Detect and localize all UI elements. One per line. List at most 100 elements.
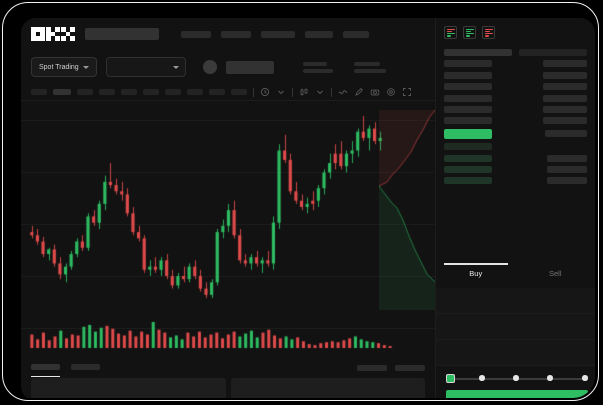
chevron-down-icon (172, 65, 179, 69)
nav-item-earn[interactable] (305, 30, 333, 38)
orderbook-ask-row[interactable] (444, 60, 587, 68)
orderbook-view-both-icon[interactable] (444, 26, 457, 39)
orderbook-ask-row[interactable] (444, 71, 587, 79)
orders-tabbar (21, 358, 435, 377)
last-price-display (225, 60, 274, 74)
pencil-icon[interactable] (354, 87, 364, 97)
slider-stop-100[interactable] (582, 375, 588, 381)
camera-icon[interactable] (370, 87, 380, 97)
app-screen: Spot Trading (21, 18, 595, 398)
nav-item-trade[interactable] (221, 30, 251, 38)
stat-2-label (353, 61, 380, 66)
slider-stop-75[interactable] (547, 375, 553, 381)
orderbook-header-row (444, 49, 587, 56)
orderbook-ask-row[interactable] (444, 94, 587, 102)
trade-side-tabs: Buy Sell (436, 263, 595, 285)
timeframe-1mo[interactable] (209, 89, 225, 95)
settings-gear-icon[interactable] (386, 87, 396, 97)
orderbook-ask-row[interactable] (444, 117, 587, 125)
timeframe-1w[interactable] (187, 89, 203, 95)
slider-stop-50[interactable] (513, 375, 519, 381)
logo-glyph-x (61, 27, 75, 41)
timeframe-more[interactable] (231, 89, 247, 95)
candle-type-icon[interactable] (299, 87, 309, 97)
logo-glyph-o (31, 27, 45, 41)
market-mode-selector[interactable]: Spot Trading (31, 57, 97, 77)
fullscreen-icon[interactable] (402, 87, 412, 97)
toolbar-divider (331, 87, 332, 97)
nav-item-markets[interactable] (181, 30, 211, 38)
orderbook-ask-row[interactable] (444, 105, 587, 113)
slider-handle[interactable] (446, 373, 455, 383)
amount-percent-slider[interactable] (446, 372, 588, 386)
candlestick-series (21, 102, 435, 314)
summary-card-right[interactable] (231, 378, 425, 398)
stat-block-2 (353, 61, 386, 73)
toolbar-divider (253, 87, 254, 97)
chevron-down-icon[interactable] (276, 87, 286, 97)
chevron-down-icon (82, 65, 89, 69)
orderbook-trade-panel: Buy Sell (435, 18, 595, 398)
slider-stop-25[interactable] (479, 375, 485, 381)
timeframe-15m[interactable] (77, 89, 93, 95)
trade-form-fields (436, 288, 595, 366)
submit-buy-button[interactable] (446, 390, 588, 398)
timeframe-1m[interactable] (31, 89, 47, 95)
chart-toolbar (21, 84, 435, 101)
timeframe-5m[interactable] (53, 89, 71, 95)
orders-action-2[interactable] (395, 365, 425, 371)
price-field[interactable] (436, 288, 595, 314)
timeframe-1h[interactable] (121, 89, 137, 95)
timeframe-1d[interactable] (165, 89, 181, 95)
price-chart-panel[interactable] (21, 102, 435, 358)
summary-card-left[interactable] (31, 378, 227, 398)
active-tab-underline (31, 375, 60, 377)
stat-1-label (302, 61, 327, 66)
orders-action-1[interactable] (357, 365, 387, 371)
logo-glyph-k (46, 27, 60, 41)
tab-sell[interactable]: Sell (548, 269, 562, 278)
global-search-input[interactable] (85, 28, 159, 40)
orderbook-rows[interactable] (436, 44, 595, 258)
tab-open-orders[interactable] (31, 364, 60, 377)
trading-pair-selector[interactable] (105, 57, 186, 77)
total-field[interactable] (436, 340, 595, 366)
stat-1-value (302, 68, 333, 73)
device-body: Spot Trading (7, 6, 595, 398)
orderbook-view-toggles (436, 18, 595, 39)
stat-2-value (353, 68, 386, 73)
stat-block-1 (302, 61, 333, 73)
orderbook-bid-row[interactable] (444, 143, 587, 151)
okx-logo[interactable] (31, 27, 75, 41)
tab-open-orders-label (31, 364, 60, 370)
amount-field[interactable] (436, 314, 595, 340)
pair-avatar (202, 60, 217, 74)
clock-icon[interactable] (260, 87, 270, 97)
timeframe-30m[interactable] (99, 89, 115, 95)
orders-panel (21, 358, 435, 398)
orderbook-bid-row[interactable] (444, 165, 587, 173)
orderbook-view-asks-icon[interactable] (482, 26, 495, 39)
orders-cards (21, 370, 435, 398)
timeframe-4h[interactable] (143, 89, 159, 95)
tab-buy[interactable]: Buy (436, 263, 516, 285)
nav-item-more[interactable] (343, 30, 369, 38)
toolbar-divider (292, 87, 293, 97)
orderbook-bid-row[interactable] (444, 154, 587, 162)
orderbook-ask-row[interactable] (444, 83, 587, 91)
volume-series (21, 314, 435, 358)
orders-actions (357, 365, 425, 371)
tab-order-history-label (71, 364, 100, 370)
depth-overlay (379, 110, 435, 310)
orderbook-view-bids-icon[interactable] (463, 26, 476, 39)
slider-track (449, 378, 588, 380)
nav-item-derivatives[interactable] (261, 30, 295, 38)
top-navigation-bar (21, 18, 595, 50)
orderbook-last-price-row[interactable] (444, 128, 587, 139)
indicator-wave-icon[interactable] (338, 87, 348, 97)
orderbook-bid-row[interactable] (444, 177, 587, 185)
chevron-down-icon[interactable] (315, 87, 325, 97)
market-mode-label: Spot Trading (39, 63, 79, 71)
tab-order-history[interactable] (71, 364, 100, 370)
